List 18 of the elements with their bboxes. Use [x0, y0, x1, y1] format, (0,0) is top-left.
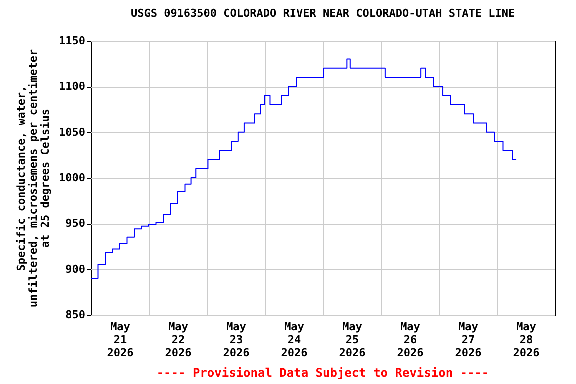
x-tick-label: May 24 2026 [281, 320, 308, 360]
x-tick-label: May 26 2026 [397, 320, 424, 360]
y-tick-label: 1050 [59, 126, 86, 139]
y-tick-label: 950 [66, 217, 86, 230]
y-tick-label: 850 [66, 308, 86, 322]
y-tick-label: 1000 [59, 172, 86, 184]
x-tick-label: May 22 2026 [165, 320, 192, 360]
text: ---- Provisional Data Subject to Revision ---- [156, 366, 490, 380]
y-tick-label: 1100 [59, 80, 86, 94]
x-tick-label: May 23 2026 [223, 320, 250, 360]
y-tick-label: 1150 [59, 34, 86, 48]
chart-title: USGS 09163500 COLORADO RIVER NEAR COLORADO-UTAH STATE LINE [130, 7, 516, 20]
x-tick-label: May 28 2026 [513, 320, 540, 360]
y-tick-label: 900 [66, 262, 86, 276]
x-tick-label: May 21 2026 [107, 320, 134, 360]
y-axis-title: Specific conductance, water, unfiltered, microsiemens per centimeter at 25 degrees Celsius [15, 48, 52, 308]
x-tick-label: May 27 2026 [455, 320, 482, 360]
x-tick-label: May 25 2026 [339, 320, 366, 360]
